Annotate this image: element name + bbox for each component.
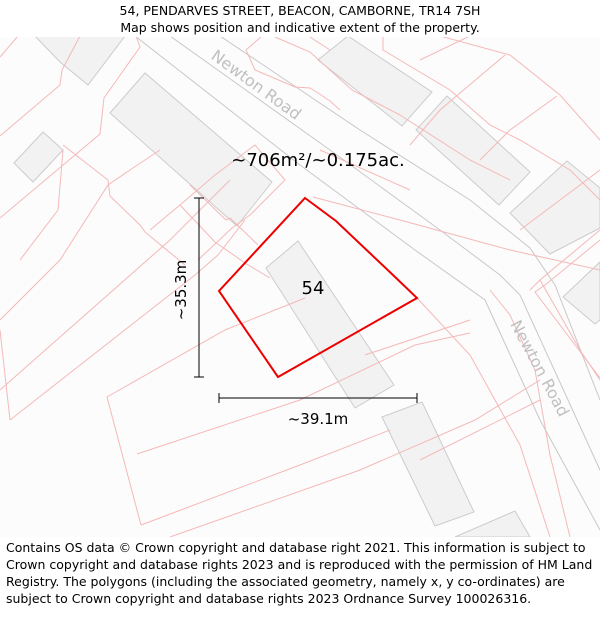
- width-measure: [218, 393, 418, 403]
- height-measure: [194, 197, 204, 378]
- copyright-attribution: Contains OS data © Crown copyright and d…: [6, 540, 593, 606]
- buildings: [13, 37, 600, 537]
- area-label: ~706m²/~0.175ac.: [231, 150, 405, 171]
- map-header: 54, PENDARVES STREET, BEACON, CAMBORNE, …: [0, 0, 600, 39]
- road-edges: [135, 37, 600, 531]
- parcel-boundaries: [0, 37, 600, 537]
- map-canvas: Newton Road Newton Road 54 ~706m²/~0.175…: [0, 37, 600, 537]
- property-map[interactable]: Newton Road Newton Road 54 ~706m²/~0.175…: [0, 37, 600, 537]
- property-number-label: 54: [302, 278, 325, 299]
- property-address-title: 54, PENDARVES STREET, BEACON, CAMBORNE, …: [119, 3, 481, 18]
- map-subtitle: Map shows position and indicative extent…: [120, 20, 480, 35]
- width-measure-label: ~39.1m: [288, 410, 349, 428]
- height-measure-label: ~35.3m: [172, 260, 190, 321]
- property-boundary[interactable]: [217, 196, 419, 379]
